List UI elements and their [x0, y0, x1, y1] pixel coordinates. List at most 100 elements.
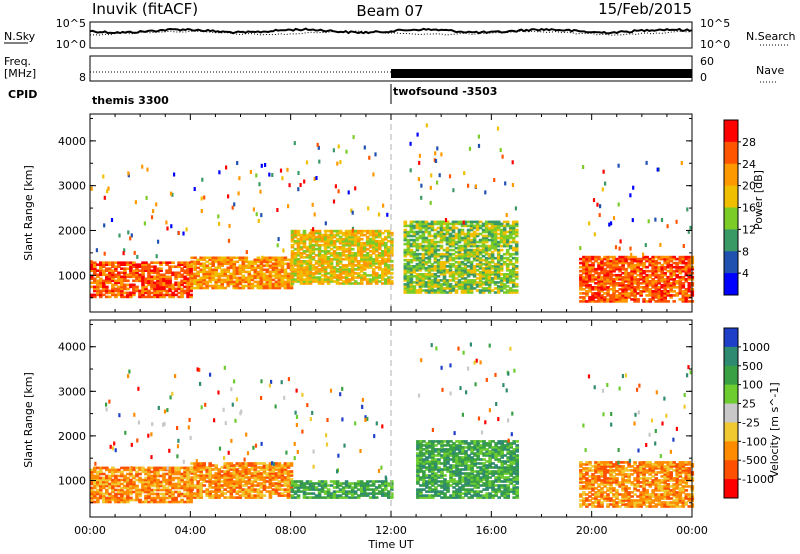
velocity-echo-cell — [320, 486, 325, 489]
power-echo-cell — [299, 278, 304, 281]
power-echo-cell — [433, 232, 438, 236]
power-echo-cell — [362, 245, 367, 249]
power-echo-cell — [660, 280, 664, 283]
power-echo-cell — [317, 282, 322, 285]
power-echo-cell — [666, 265, 670, 269]
velocity-echo-cell — [238, 466, 243, 469]
velocity-echo-cell — [280, 480, 285, 483]
power-echo-cell — [317, 268, 322, 271]
power-echo-cell — [323, 258, 328, 261]
power-echo-cell — [238, 282, 243, 286]
velocity-echo-speck — [227, 450, 230, 455]
power-echo-cell — [302, 266, 307, 269]
power-echo-cell — [514, 224, 519, 228]
power-echo-cell — [454, 271, 459, 274]
power-echo-cell — [600, 271, 604, 275]
power-echo-cell — [256, 270, 261, 274]
velocity-echo-cell — [244, 462, 249, 465]
power-echo-cell — [484, 224, 489, 228]
velocity-echo-cell — [347, 490, 352, 493]
velocity-echo-cell — [168, 500, 172, 504]
power-echo-cell — [612, 300, 616, 303]
power-echo-cell — [412, 252, 417, 256]
velocity-echo-cell — [102, 492, 106, 496]
velocity-echo-cell — [350, 482, 355, 485]
power-echo-cell — [229, 276, 234, 280]
power-echo-cell — [466, 244, 471, 248]
power-echo-cell — [232, 260, 237, 264]
power-echo-cell — [247, 262, 252, 266]
power-echo-cell — [472, 256, 477, 260]
power-echo-field — [90, 123, 695, 303]
velocity-echo-cell — [359, 494, 364, 497]
power-echo-cell — [165, 293, 169, 297]
velocity-echo-cell — [144, 490, 148, 494]
power-echo-cell — [603, 300, 607, 303]
power-echo-cell — [508, 230, 513, 234]
power-echo-cell — [114, 287, 118, 291]
power-echo-cell — [681, 255, 686, 259]
power-echo-cell — [96, 279, 100, 283]
power-echo-cell — [250, 260, 255, 264]
velocity-echo-cell — [123, 498, 127, 502]
velocity-echo-cell — [183, 482, 187, 486]
power-echo-cell — [314, 276, 319, 279]
power-echo-cell — [271, 284, 276, 288]
power-echo-cell — [421, 258, 426, 262]
velocity-echo-speck — [224, 421, 227, 426]
velocity-echo-cell — [220, 494, 224, 497]
power-echo-cell — [427, 269, 432, 272]
power-echo-cell — [451, 252, 456, 256]
velocity-echo-speck — [270, 379, 273, 384]
power-echo-cell — [141, 277, 145, 281]
power-echo-cell — [174, 283, 178, 287]
velocity-echo-cell — [271, 488, 276, 491]
power-echo-cell — [199, 270, 203, 274]
velocity-echo-cell — [250, 486, 255, 489]
power-echo-cell — [418, 230, 423, 234]
velocity-echo-cell — [317, 480, 322, 483]
power-echo-cell — [469, 234, 474, 238]
power-echo-cell — [651, 265, 655, 269]
velocity-echo-cell — [362, 490, 367, 493]
velocity-echo-cell — [205, 466, 209, 469]
velocity-echo-cell — [150, 474, 154, 478]
power-echo-cell — [457, 269, 462, 272]
power-echo-speck — [354, 186, 357, 191]
power-echo-cell — [265, 274, 270, 278]
power-echo-cell — [681, 290, 686, 293]
power-echo-cell — [308, 260, 313, 263]
power-echo-cell — [159, 291, 163, 295]
power-echo-cell — [381, 268, 385, 271]
power-echo-cell — [424, 260, 429, 264]
power-echo-cell — [582, 255, 586, 259]
power-echo-cell — [183, 279, 187, 283]
power-echo-speck — [602, 169, 605, 174]
velocity-echo-cell — [390, 480, 394, 483]
power-echo-cell — [268, 270, 273, 274]
power-echo-cell — [229, 260, 234, 264]
power-echo-cell — [183, 285, 187, 289]
power-echo-cell — [123, 261, 127, 264]
power-echo-cell — [502, 279, 507, 282]
power-echo-cell — [353, 254, 358, 257]
power-echo-cell — [597, 257, 601, 261]
velocity-echo-cell — [117, 498, 121, 502]
power-echo-cell — [317, 229, 322, 233]
power-echo-cell — [338, 231, 343, 235]
power-echo-cell — [618, 265, 622, 269]
velocity-echo-cell — [384, 486, 388, 489]
velocity-echo-cell — [108, 500, 112, 504]
power-echo-cell — [193, 262, 197, 266]
power-echo-cell — [144, 285, 148, 289]
power-echo-cell — [229, 264, 234, 268]
power-echo-cell — [256, 260, 261, 264]
power-echo-cell — [687, 257, 692, 261]
velocity-echo-cell — [374, 488, 379, 491]
velocity-echo-cell — [211, 474, 215, 477]
velocity-echo-cell — [117, 484, 121, 488]
power-colorbar-tick-label: 16 — [742, 202, 756, 215]
power-echo-cell — [502, 228, 507, 232]
power-echo-cell — [93, 261, 97, 264]
power-echo-cell — [672, 300, 676, 303]
